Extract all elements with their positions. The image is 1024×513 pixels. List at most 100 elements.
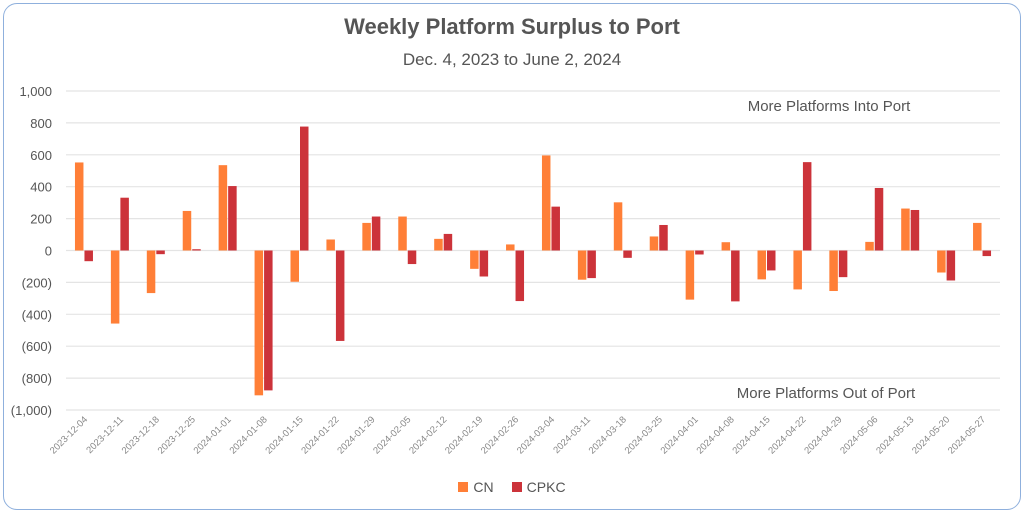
x-tick-label: 2024-02-26 — [479, 414, 521, 456]
bar-cn — [434, 238, 443, 251]
bar-cn — [182, 210, 192, 251]
bar-cpkc — [802, 162, 812, 251]
x-tick-label: 2024-04-22 — [766, 414, 808, 456]
bar-cn — [74, 162, 84, 251]
bar-cpkc — [156, 250, 165, 255]
bar-cpkc — [84, 250, 93, 262]
bar-cn — [865, 241, 874, 251]
legend: CN CPKC — [0, 479, 1024, 495]
bar-cn — [146, 250, 156, 294]
bar-cn — [577, 250, 587, 280]
y-tick-label: (1,000) — [11, 403, 52, 418]
bar-cpkc — [982, 250, 992, 257]
bar-cpkc — [551, 206, 560, 251]
bar-cpkc — [515, 250, 525, 302]
bar-cpkc — [264, 250, 273, 391]
y-tick-label: 800 — [30, 116, 52, 131]
bar-cn — [613, 202, 623, 251]
bar-cpkc — [874, 187, 884, 251]
bar-cpkc — [946, 250, 956, 281]
x-tick-label: 2024-04-15 — [730, 414, 772, 456]
bar-cn — [110, 250, 120, 324]
x-tick-label: 2024-04-01 — [659, 414, 701, 456]
x-tick-label: 2024-05-20 — [910, 414, 952, 456]
bar-cn — [254, 250, 264, 396]
bar-cpkc — [407, 250, 417, 265]
bar-cpkc — [335, 250, 345, 341]
bar-cpkc — [371, 216, 381, 251]
bar-cpkc — [120, 197, 129, 251]
bar-cn — [721, 242, 731, 251]
x-tick-label: 2023-12-18 — [120, 414, 162, 456]
y-tick-label: (200) — [22, 275, 52, 290]
x-tick-label: 2024-04-29 — [802, 414, 844, 456]
y-tick-label: 600 — [30, 148, 52, 163]
legend-item-cpkc: CPKC — [511, 479, 566, 495]
bar-cn — [829, 250, 838, 292]
x-tick-label: 2024-02-05 — [371, 414, 413, 456]
bar-cn — [685, 250, 695, 300]
x-tick-label: 2024-01-01 — [192, 414, 234, 456]
bar-cn — [901, 208, 910, 251]
bar-cn — [506, 244, 515, 251]
x-tick-label: 2024-02-19 — [443, 414, 485, 456]
bar-cpkc — [731, 250, 740, 302]
y-tick-label: (400) — [22, 307, 52, 322]
bar-cn — [362, 222, 371, 251]
y-tick-label: 400 — [30, 180, 52, 195]
bar-cpkc — [228, 186, 237, 251]
x-tick-label: 2024-03-04 — [515, 414, 557, 456]
x-tick-label: 2024-05-27 — [946, 414, 988, 456]
bar-cpkc — [443, 233, 453, 251]
legend-swatch-cn — [458, 482, 469, 492]
y-tick-label: 1,000 — [19, 84, 52, 99]
bar-cn — [470, 250, 479, 269]
x-tick-label: 2024-01-08 — [228, 414, 270, 456]
bar-cn — [541, 155, 551, 251]
bar-cn — [398, 216, 407, 251]
x-tick-label: 2024-01-15 — [263, 414, 305, 456]
x-tick-label: 2024-03-18 — [587, 414, 629, 456]
bar-cpkc — [587, 250, 596, 279]
bar-cpkc — [192, 249, 201, 251]
bar-cpkc — [910, 209, 920, 251]
bar-cn — [290, 250, 299, 282]
y-tick-label: 0 — [45, 244, 52, 259]
x-tick-label: 2024-04-08 — [695, 414, 737, 456]
legend-item-cn: CN — [458, 479, 494, 495]
x-tick-label: 2024-05-06 — [838, 414, 880, 456]
bar-cpkc — [479, 250, 489, 277]
y-tick-label: (600) — [22, 339, 52, 354]
x-tick-label: 2024-03-25 — [623, 414, 665, 456]
bar-cn — [757, 250, 766, 280]
chart-title: Weekly Platform Surplus to Port — [344, 14, 680, 39]
annotation-into-port: More Platforms Into Port — [748, 98, 911, 115]
bar-cn — [649, 236, 659, 251]
bar-cpkc — [300, 126, 309, 251]
bar-cpkc — [838, 250, 848, 278]
bar-cpkc — [767, 250, 776, 271]
bar-cn — [793, 250, 802, 290]
bar-cn — [326, 239, 335, 251]
annotation-out-of-port: More Platforms Out of Port — [737, 385, 916, 402]
bar-cpkc — [695, 250, 704, 255]
bar-cn — [973, 222, 982, 251]
x-tick-label: 2024-01-29 — [335, 414, 377, 456]
bar-cpkc — [623, 250, 632, 258]
x-tick-label: 2023-12-04 — [48, 414, 90, 456]
x-tick-label: 2024-05-13 — [874, 414, 916, 456]
bar-cn — [937, 250, 946, 273]
chart-card — [3, 3, 1021, 510]
bar-cn — [218, 165, 228, 251]
y-tick-label: 200 — [30, 212, 52, 227]
legend-label-cn: CN — [473, 479, 494, 495]
y-tick-label: (800) — [22, 371, 52, 386]
bar-cpkc — [659, 224, 668, 251]
x-tick-label: 2023-12-25 — [156, 414, 198, 456]
legend-swatch-cpkc — [511, 482, 522, 492]
x-tick-label: 2024-02-12 — [407, 414, 449, 456]
x-tick-label: 2024-01-22 — [299, 414, 341, 456]
legend-label-cpkc: CPKC — [526, 479, 566, 495]
chart-subtitle: Dec. 4, 2023 to June 2, 2024 — [402, 50, 622, 69]
